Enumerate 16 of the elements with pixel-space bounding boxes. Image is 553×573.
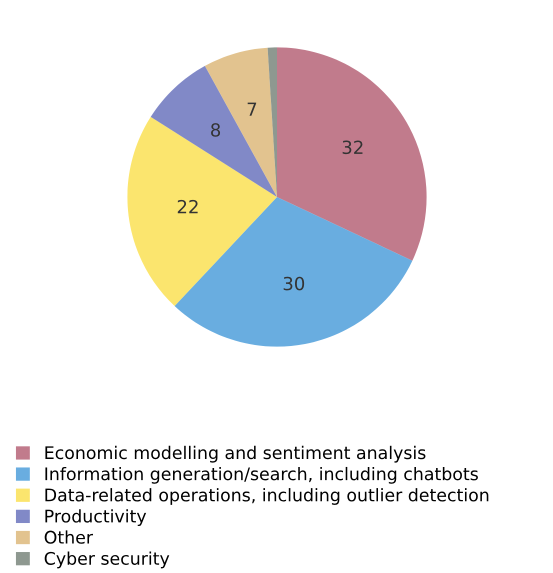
pie-slice [204, 48, 277, 197]
data-label: 30 [284, 276, 304, 290]
data-label: 8 [211, 123, 220, 137]
pie-slice [127, 116, 277, 306]
legend-label: Other [44, 530, 94, 544]
legend-label: Information generation/search, including chatbots [45, 466, 478, 484]
legend-label: Economic modelling and sentiment analysis [45, 446, 426, 463]
legend-label: Cyber security [44, 552, 170, 568]
legend-label: Data-related operations, including outlier detection [45, 488, 488, 505]
data-label: 22 [178, 200, 198, 214]
pie-slice [174, 197, 412, 347]
data-label: 7 [248, 102, 256, 116]
data-label: 32 [342, 140, 362, 154]
legend-label: Productivity [45, 509, 146, 526]
pie-slice [277, 47, 427, 261]
pie-slice [150, 66, 277, 197]
